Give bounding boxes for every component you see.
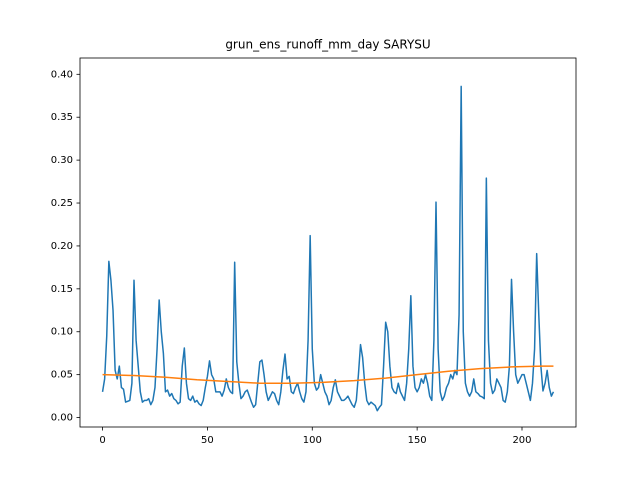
y-tick-label: 0.00 [51, 413, 73, 424]
y-tick-label: 0.10 [51, 327, 73, 338]
data-line [101, 85, 555, 412]
y-tick-label: 0.20 [51, 241, 73, 252]
y-tick-label: 0.30 [51, 155, 73, 166]
y-tick-label: 0.40 [51, 69, 73, 80]
data-line [102, 365, 554, 384]
x-tick-label: 150 [408, 435, 427, 446]
y-tick-label: 0.35 [51, 112, 73, 123]
plot-frame [79, 57, 577, 428]
x-tick-label: 200 [512, 435, 531, 446]
y-tick-label: 0.05 [51, 370, 73, 381]
x-tick-label: 0 [99, 435, 105, 446]
chart-title: grun_ens_runoff_mm_day SARYSU [225, 38, 430, 52]
y-tick-label: 0.15 [51, 284, 73, 295]
x-tick-label: 100 [303, 435, 322, 446]
x-tick-label: 50 [201, 435, 214, 446]
y-tick-label: 0.25 [51, 198, 73, 209]
